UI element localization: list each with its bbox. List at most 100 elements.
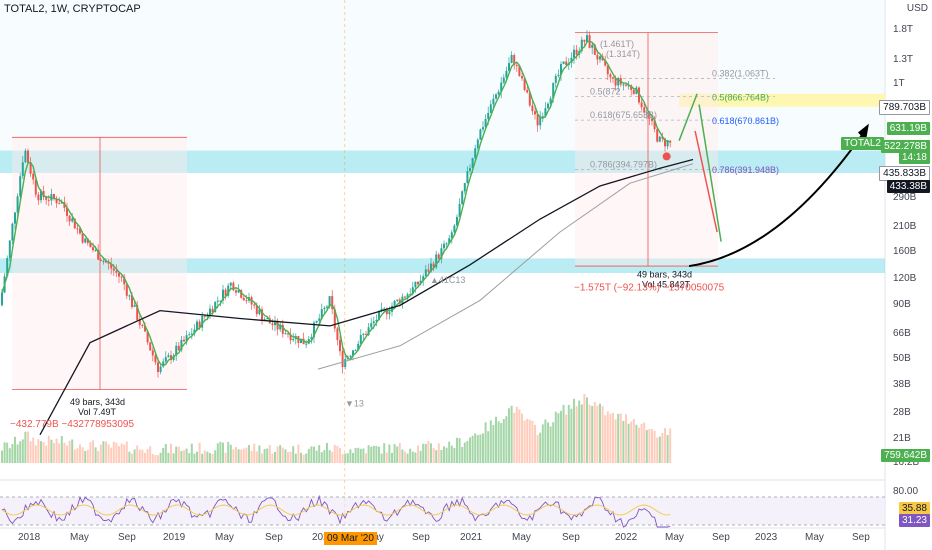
volume-bar bbox=[661, 432, 664, 463]
volume-bar bbox=[19, 441, 22, 463]
volume-bar bbox=[448, 441, 451, 463]
candle-body bbox=[362, 333, 365, 336]
candle-body bbox=[261, 309, 263, 320]
rsi-ma-line bbox=[1, 504, 671, 516]
candle-body bbox=[92, 247, 94, 251]
candle-body bbox=[333, 309, 336, 329]
candle-body bbox=[422, 276, 425, 281]
volume-bar bbox=[591, 406, 594, 463]
candle-body bbox=[357, 343, 360, 351]
volume-bar bbox=[370, 446, 373, 463]
candle-body bbox=[253, 304, 256, 306]
rsi-tag: 35.88 bbox=[898, 502, 930, 515]
candle-body bbox=[526, 89, 529, 93]
candle-body bbox=[380, 308, 383, 311]
volume-bar bbox=[120, 443, 123, 463]
candle-body bbox=[131, 295, 133, 307]
candle-body bbox=[289, 334, 292, 341]
volume-bar bbox=[378, 446, 380, 463]
candle-body bbox=[53, 193, 55, 199]
price-tick-label: 21B bbox=[893, 433, 911, 445]
fib-right-label: 0.786(391.948B) bbox=[712, 165, 779, 175]
candle-body bbox=[492, 98, 495, 105]
fib-left-label: 0.618(675.653B) bbox=[590, 110, 657, 120]
candle-body bbox=[531, 105, 534, 112]
candle-body bbox=[219, 300, 222, 302]
chart-title: TOTAL2, 1W, CRYPTOCAP bbox=[4, 3, 141, 15]
candle-body bbox=[125, 284, 128, 296]
candle-body bbox=[305, 343, 308, 345]
time-tick-label: 2022 bbox=[615, 532, 638, 543]
volume-bar bbox=[502, 419, 505, 463]
candle-body bbox=[266, 318, 269, 320]
volume-bar bbox=[526, 418, 529, 463]
candle-body bbox=[55, 198, 58, 204]
volume-bar bbox=[357, 447, 360, 463]
volume-bar bbox=[214, 450, 217, 463]
volume-bar bbox=[237, 449, 240, 463]
candle-body bbox=[370, 323, 373, 328]
volume-bar bbox=[666, 434, 669, 463]
candle-body bbox=[495, 94, 497, 99]
volume-bar bbox=[261, 453, 263, 463]
volume-bar bbox=[469, 437, 471, 463]
price-tick-label: 1.3T bbox=[893, 53, 914, 65]
volume-bar bbox=[638, 427, 640, 463]
volume-bar bbox=[534, 424, 536, 463]
volume-bar bbox=[206, 451, 209, 463]
time-tick-label: 2019 bbox=[163, 532, 186, 543]
upper-shade bbox=[0, 0, 885, 151]
candle-body bbox=[484, 118, 487, 128]
candle-body bbox=[34, 179, 37, 195]
candle-body bbox=[463, 183, 466, 192]
symbol-tag: TOTAL2 bbox=[841, 137, 884, 150]
volume-bar bbox=[279, 445, 282, 463]
volume-bar bbox=[71, 439, 74, 463]
volume-bar bbox=[305, 453, 308, 463]
volume-bar bbox=[606, 411, 609, 463]
candle-body bbox=[180, 339, 183, 351]
volume-bar bbox=[489, 420, 492, 463]
volume-bar bbox=[508, 408, 510, 463]
volume-bar bbox=[8, 448, 11, 463]
candle-body bbox=[583, 39, 586, 42]
candle-body bbox=[430, 263, 432, 272]
candle-body bbox=[86, 238, 89, 244]
candle-body bbox=[497, 91, 500, 95]
candle-body bbox=[164, 357, 167, 362]
candle-body bbox=[274, 320, 276, 326]
volume-bar bbox=[271, 453, 274, 463]
candle-body bbox=[58, 203, 61, 205]
volume-bar bbox=[518, 409, 521, 463]
candle-body bbox=[40, 190, 42, 201]
volume-bar bbox=[34, 445, 37, 463]
candle-body bbox=[170, 355, 172, 360]
volume-bar bbox=[320, 452, 323, 463]
candle-body bbox=[489, 104, 492, 113]
volume-bar bbox=[456, 437, 458, 463]
volume-bar bbox=[118, 446, 120, 463]
candle-body bbox=[97, 249, 100, 260]
volume-bar bbox=[89, 442, 92, 463]
candle-body bbox=[136, 305, 139, 320]
price-tag: 14:18 bbox=[898, 151, 930, 164]
right-measure-change: −1.575T (−92.13%) −1570050075 bbox=[574, 282, 725, 293]
volume-bar bbox=[521, 413, 523, 463]
price-tick-label: 210B bbox=[893, 221, 917, 233]
volume-bars bbox=[1, 393, 672, 463]
candle-body bbox=[536, 114, 539, 126]
volume-bar bbox=[359, 448, 362, 463]
candle-body bbox=[482, 127, 484, 130]
candle-body bbox=[71, 218, 74, 222]
volume-bar bbox=[344, 453, 347, 463]
volume-bar bbox=[242, 448, 245, 463]
candle-body bbox=[599, 56, 601, 60]
recovery-curve bbox=[688, 127, 868, 268]
volume-bar bbox=[81, 447, 84, 463]
candle-body bbox=[16, 196, 19, 213]
candle-body bbox=[534, 111, 536, 115]
volume-bar bbox=[292, 446, 295, 463]
candle-body bbox=[658, 136, 661, 142]
